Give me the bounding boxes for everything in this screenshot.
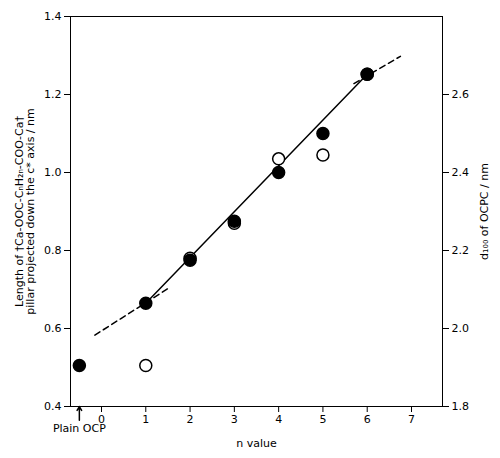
- svg-text:0.4: 0.4: [44, 400, 62, 413]
- svg-text:Length of †Ca-OOC-CₙH₂ₙ-COO-Ca: Length of †Ca-OOC-CₙH₂ₙ-COO-Ca†pillar pr…: [13, 108, 37, 315]
- svg-text:2.6: 2.6: [452, 88, 470, 101]
- svg-text:0.6: 0.6: [44, 322, 62, 335]
- svg-text:2: 2: [187, 413, 194, 426]
- svg-text:4: 4: [275, 413, 282, 426]
- svg-text:2.4: 2.4: [452, 166, 470, 179]
- svg-text:Plain OCP: Plain OCP: [53, 422, 106, 435]
- svg-text:1.2: 1.2: [44, 88, 62, 101]
- svg-text:5: 5: [319, 413, 326, 426]
- svg-text:2.0: 2.0: [452, 322, 470, 335]
- svg-text:2.2: 2.2: [452, 244, 470, 257]
- svg-text:3: 3: [231, 413, 238, 426]
- svg-text:0: 0: [98, 413, 105, 427]
- svg-text:1.0: 1.0: [44, 166, 62, 179]
- svg-text:1.4: 1.4: [44, 10, 62, 23]
- svg-text:d₁₀₀ of OCPC / nm: d₁₀₀ of OCPC / nm: [478, 163, 491, 260]
- svg-text:1.8: 1.8: [452, 400, 470, 413]
- svg-text:0.8: 0.8: [44, 244, 62, 257]
- svg-text:7: 7: [408, 413, 415, 426]
- svg-text:1: 1: [142, 413, 149, 426]
- svg-text:n value: n value: [236, 437, 277, 450]
- svg-text:6: 6: [364, 413, 371, 426]
